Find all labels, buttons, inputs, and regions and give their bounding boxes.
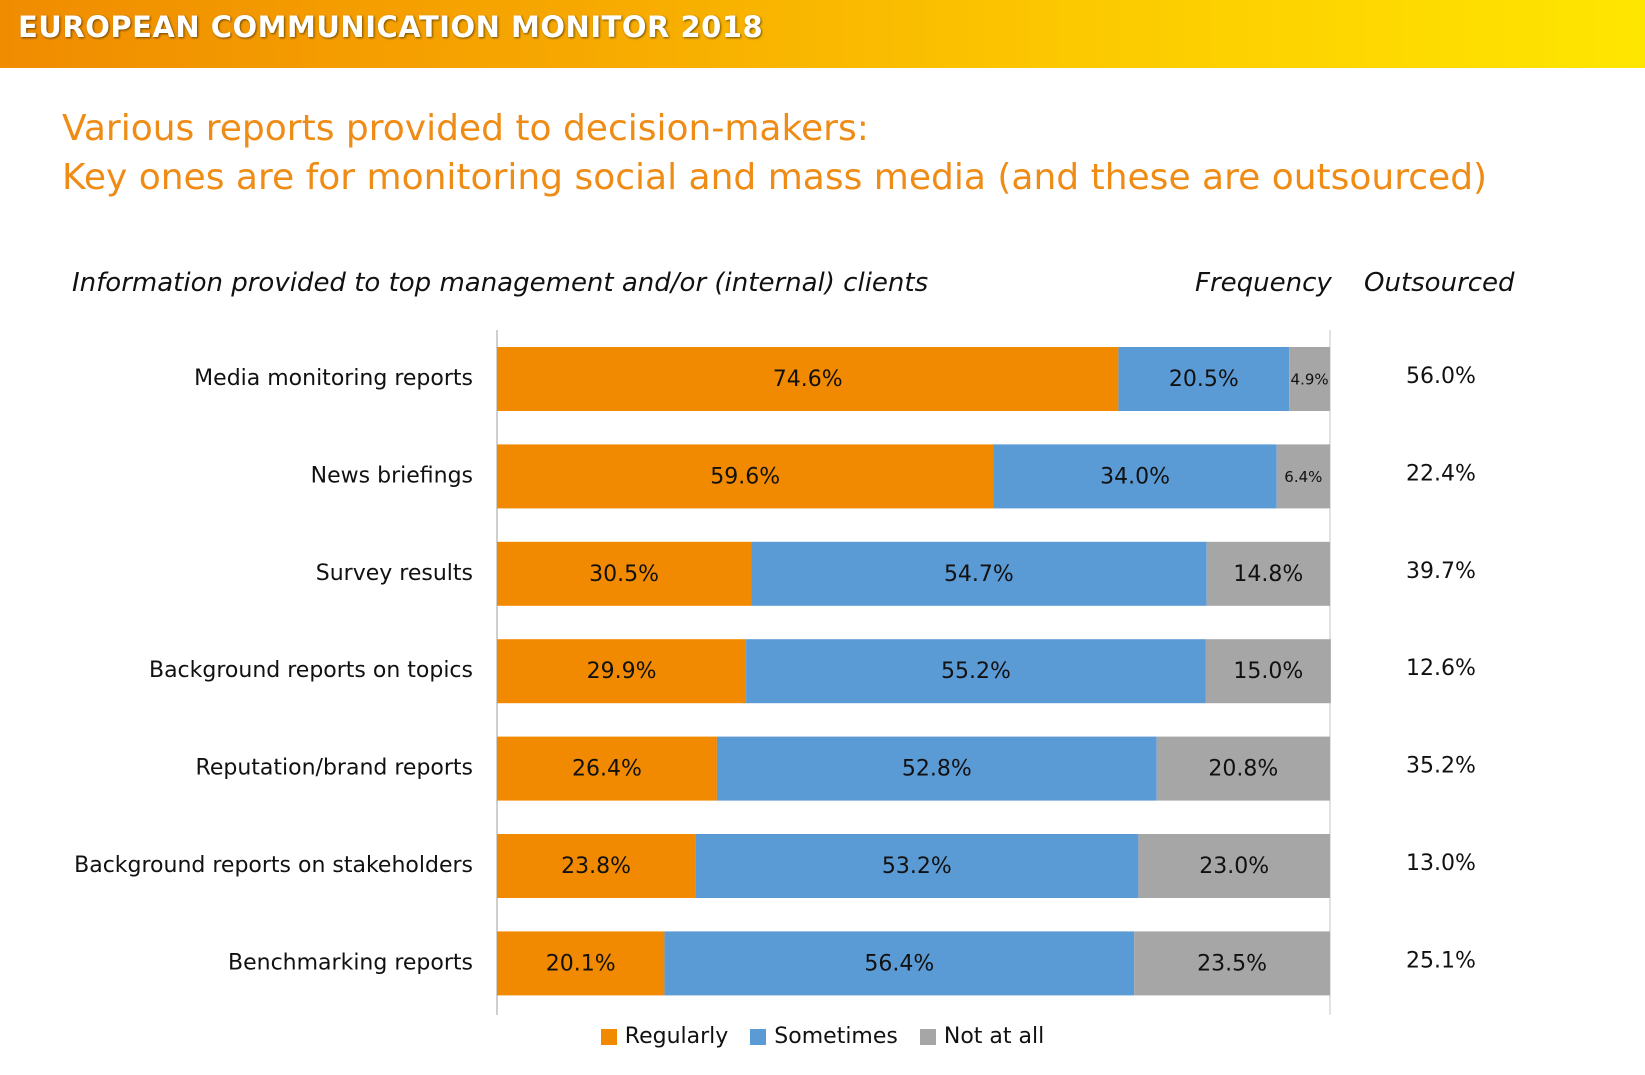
outsourced-value-benchmarking-reports: 25.1% <box>1406 948 1476 973</box>
data-label-sometimes-news-briefings: 34.0% <box>1100 464 1170 489</box>
data-label-regularly-media-monitoring-reports: 74.6% <box>773 367 843 392</box>
bar-sometimes-background-reports-on-topics <box>746 639 1206 704</box>
outsourced-value-survey-results: 39.7% <box>1406 559 1476 584</box>
category-label-reputation-brand-reports: Reputation/brand reports <box>196 756 473 781</box>
bar-regularly-news-briefings <box>497 444 994 509</box>
outsourced-value-background-reports-on-topics: 12.6% <box>1406 656 1476 681</box>
outsourced-column-heading: Outsourced <box>1364 268 1515 298</box>
data-label-regularly-reputation-brand-reports: 26.4% <box>572 757 642 782</box>
legend-item-regularly: Regularly <box>600 1024 729 1049</box>
bar-not-at-all-news-briefings <box>1276 444 1330 509</box>
data-label-not-at-all-benchmarking-reports: 23.5% <box>1197 951 1267 976</box>
bar-regularly-survey-results <box>497 541 752 606</box>
data-label-sometimes-media-monitoring-reports: 20.5% <box>1169 367 1239 392</box>
data-label-sometimes-benchmarking-reports: 56.4% <box>864 951 934 976</box>
frequency-column-heading: Frequency <box>1195 268 1332 298</box>
header-banner: EUROPEAN COMMUNICATION MONITOR 2018 <box>0 0 1645 68</box>
legend-swatch-sometimes <box>750 1028 767 1045</box>
legend-label-regularly: Regularly <box>624 1024 729 1049</box>
data-label-sometimes-reputation-brand-reports: 52.8% <box>902 757 972 782</box>
bar-not-at-all-benchmarking-reports <box>1134 931 1330 996</box>
bar-regularly-media-monitoring-reports <box>497 347 1119 411</box>
legend-item-sometimes: Sometimes <box>750 1024 898 1049</box>
category-label-survey-results: Survey results <box>316 561 473 586</box>
stacked-bar-chart: Media monitoring reports 74.6% 20.5% 4.9% 56… <box>74 330 1476 1015</box>
data-label-regularly-background-reports-on-topics: 29.9% <box>587 659 657 684</box>
bar-sometimes-news-briefings <box>993 444 1277 509</box>
bar-regularly-background-reports-on-topics <box>497 639 747 704</box>
bar-not-at-all-background-reports-on-stakeholders <box>1138 834 1330 898</box>
outsourced-value-background-reports-on-stakeholders: 13.0% <box>1406 851 1476 876</box>
bar-regularly-reputation-brand-reports <box>497 736 717 801</box>
outsourced-value-news-briefings: 22.4% <box>1406 461 1476 486</box>
data-label-not-at-all-media-monitoring-reports: 4.9% <box>1291 371 1329 389</box>
data-label-not-at-all-background-reports-on-topics: 15.0% <box>1233 659 1303 684</box>
data-label-regularly-news-briefings: 59.6% <box>710 464 780 489</box>
category-label-background-reports-on-topics: Background reports on topics <box>149 658 473 683</box>
bar-sometimes-reputation-brand-reports <box>716 736 1157 801</box>
category-label-benchmarking-reports: Benchmarking reports <box>228 950 473 975</box>
bar-not-at-all-media-monitoring-reports <box>1289 347 1330 411</box>
bar-not-at-all-survey-results <box>1206 541 1330 606</box>
category-label-media-monitoring-reports: Media monitoring reports <box>194 366 473 391</box>
data-label-regularly-survey-results: 30.5% <box>589 562 659 587</box>
data-label-sometimes-survey-results: 54.7% <box>944 562 1014 587</box>
bar-sometimes-media-monitoring-reports <box>1118 347 1290 411</box>
headline-line-1: Various reports provided to decision-mak… <box>62 108 869 149</box>
headline-line-2: Key ones are for monitoring social and m… <box>62 157 1488 198</box>
data-label-not-at-all-survey-results: 14.8% <box>1233 562 1303 587</box>
category-label-news-briefings: News briefings <box>311 463 473 488</box>
data-label-regularly-benchmarking-reports: 20.1% <box>546 951 616 976</box>
legend-swatch-not-at-all <box>919 1028 936 1045</box>
bar-regularly-background-reports-on-stakeholders <box>497 834 696 898</box>
data-label-not-at-all-reputation-brand-reports: 20.8% <box>1208 757 1278 782</box>
outsourced-value-reputation-brand-reports: 35.2% <box>1406 754 1476 779</box>
outsourced-value-media-monitoring-reports: 56.0% <box>1406 364 1476 389</box>
data-label-not-at-all-news-briefings: 6.4% <box>1284 468 1322 486</box>
bar-regularly-benchmarking-reports <box>497 931 665 996</box>
bar-not-at-all-reputation-brand-reports <box>1156 736 1330 801</box>
banner-title: EUROPEAN COMMUNICATION MONITOR 2018 <box>18 10 764 44</box>
data-label-sometimes-background-reports-on-topics: 55.2% <box>941 659 1011 684</box>
legend-item-not-at-all: Not at all <box>919 1024 1045 1049</box>
info-column-heading: Information provided to top management a… <box>72 268 929 298</box>
data-label-not-at-all-background-reports-on-stakeholders: 23.0% <box>1199 854 1269 879</box>
legend-swatch-regularly <box>600 1028 617 1045</box>
data-label-sometimes-background-reports-on-stakeholders: 53.2% <box>882 854 952 879</box>
legend: Regularly Sometimes Not at all <box>0 1024 1645 1049</box>
bar-sometimes-background-reports-on-stakeholders <box>695 834 1139 898</box>
bar-sometimes-benchmarking-reports <box>664 931 1135 996</box>
bar-sometimes-survey-results <box>751 541 1207 606</box>
data-label-regularly-background-reports-on-stakeholders: 23.8% <box>561 854 631 879</box>
legend-label-sometimes: Sometimes <box>774 1024 898 1049</box>
legend-label-not-at-all: Not at all <box>943 1024 1045 1049</box>
bar-not-at-all-background-reports-on-topics <box>1205 639 1331 704</box>
category-label-background-reports-on-stakeholders: Background reports on stakeholders <box>74 853 473 878</box>
